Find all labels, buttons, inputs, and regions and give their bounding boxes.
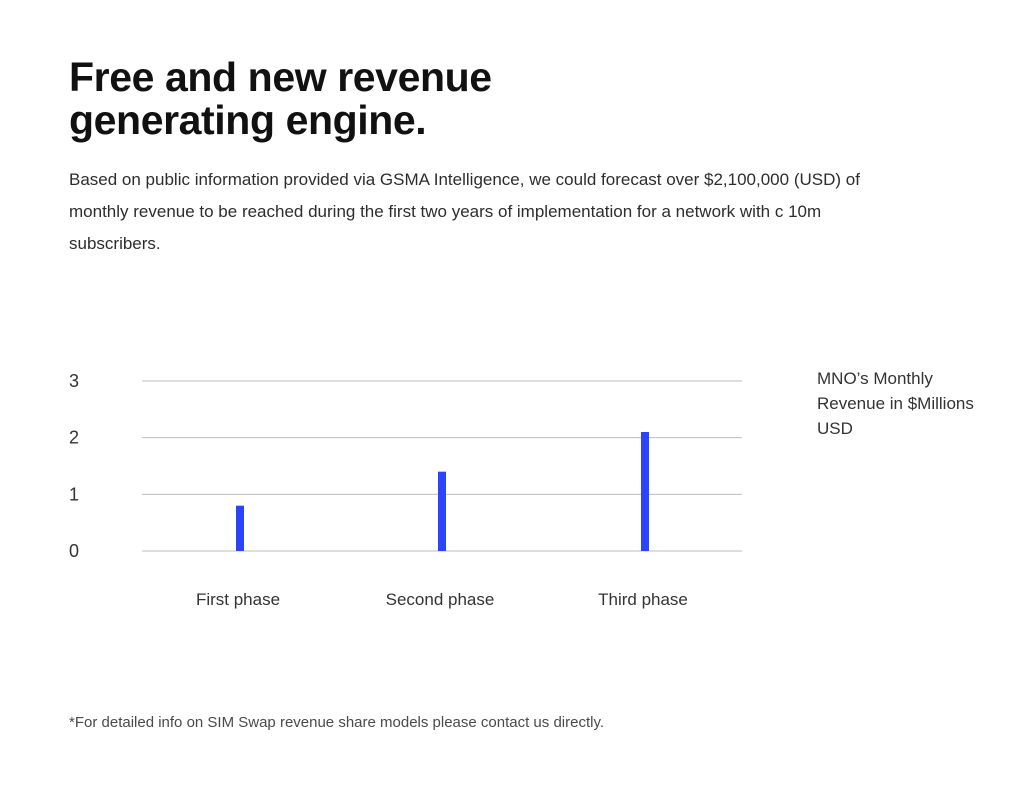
y-tick-label: 1 [69, 484, 79, 504]
y-tick-label: 3 [69, 371, 79, 391]
x-category-label: First phase [196, 590, 280, 609]
x-category-label: Second phase [386, 590, 495, 609]
bar-1 [236, 505, 244, 551]
y-tick-label: 2 [69, 428, 79, 448]
page-title: Free and new revenue generating engine. [69, 54, 492, 143]
bar-3 [641, 432, 649, 551]
x-category-label: Third phase [598, 590, 688, 609]
bar-2 [438, 471, 446, 551]
intro-paragraph: Based on public information provided via… [69, 170, 860, 253]
y-tick-label: 0 [69, 541, 79, 561]
chart-legend-label: MNO’s Monthly Revenue in $Millions USD [817, 369, 974, 438]
footnote: *For detailed info on SIM Swap revenue s… [69, 714, 605, 731]
